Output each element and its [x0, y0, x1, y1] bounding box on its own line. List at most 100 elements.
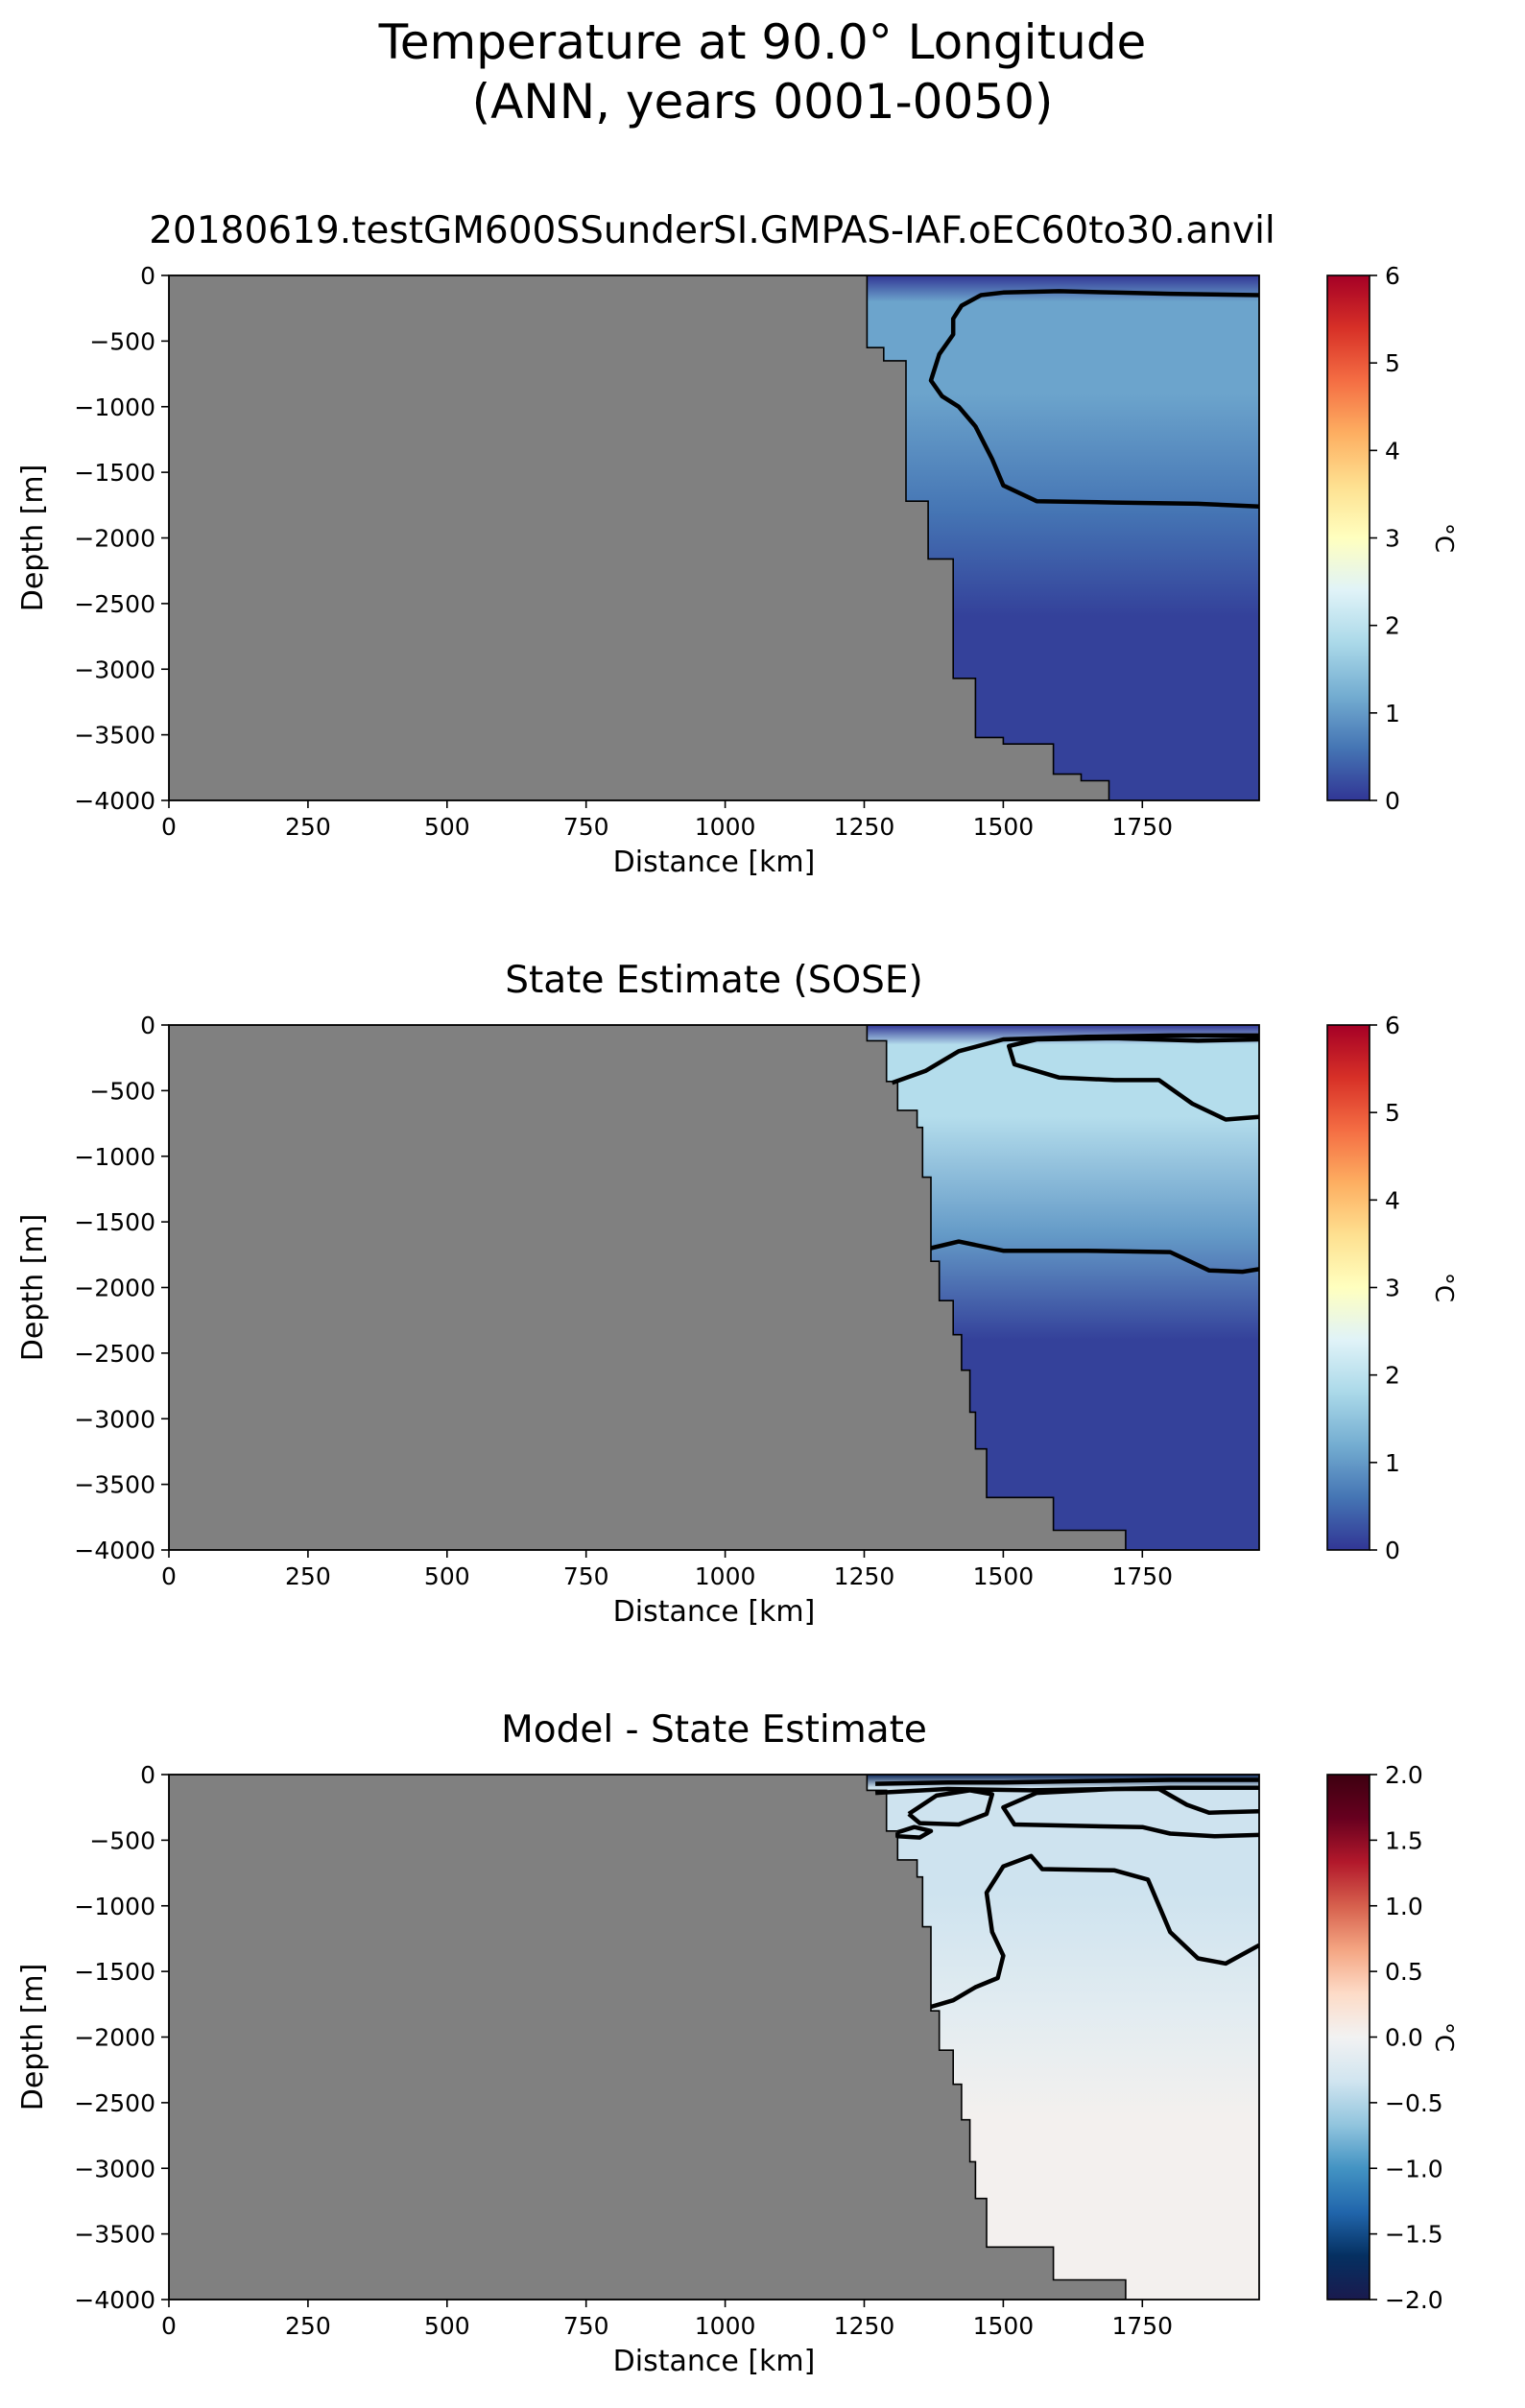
x-axis-label: Distance [km]	[613, 2345, 816, 2378]
colorbar-tick-label: 2	[1385, 612, 1400, 640]
x-tick-label: 0	[161, 813, 177, 841]
y-tick-label: −1500	[74, 1208, 155, 1236]
colorbar: −2.0 −1.5 −1.0 −0.5 0.0 0.5 1.0 1.5 2.0 °C	[1326, 1761, 1458, 2314]
y-tick-label: −3500	[74, 1471, 155, 1499]
y-tick-label: −4000	[74, 787, 155, 815]
y-tick-label: −1000	[74, 393, 155, 421]
x-tick-label: 1750	[1111, 813, 1173, 841]
colorbar-tick-label: −0.5	[1385, 2089, 1443, 2117]
y-tick-label: −500	[89, 327, 155, 355]
contour-line	[907, 1788, 995, 1827]
colorbar-tick-label: 1	[1385, 1449, 1400, 1477]
y-tick-label: −500	[89, 1077, 155, 1105]
contour-line	[1006, 1036, 1259, 1122]
colorbar-tick-label: −1.5	[1385, 2221, 1443, 2249]
x-tick-label: 1500	[973, 2312, 1035, 2340]
colorbar-tick-label: 1.5	[1385, 1826, 1423, 1854]
contour-line	[930, 1853, 1259, 2010]
x-tick-label: 1250	[834, 1562, 895, 1590]
x-tick-label: 0	[161, 1562, 177, 1590]
y-tick-label: −3500	[74, 722, 155, 750]
y-tick-label: −1000	[74, 1143, 155, 1171]
colorbar-tick-label: 0	[1385, 787, 1400, 815]
x-tick-label: 250	[285, 2312, 331, 2340]
y-tick-label: −3500	[74, 2221, 155, 2249]
panel-3: Model - State Estimate 0 250 500 750 1000 1250…	[16, 1708, 1458, 2378]
x-axis-label: Distance [km]	[613, 846, 816, 879]
contour-line	[1001, 1786, 1259, 1839]
colorbar-tick-label: 0.5	[1385, 1958, 1423, 1986]
x-tick-label: 1500	[973, 1562, 1035, 1590]
contour-line	[875, 1777, 1259, 1786]
colorbar-label: °C	[1429, 523, 1458, 553]
colorbar-tick-label: 2.0	[1385, 1761, 1423, 1789]
colorbar-tick-label: 0.0	[1385, 2024, 1423, 2052]
x-tick-label: 250	[285, 1562, 331, 1590]
colorbar-label: °C	[1429, 1273, 1458, 1302]
y-tick-label: −2000	[74, 1275, 155, 1302]
colorbar-tick-label: 3	[1385, 1275, 1400, 1302]
y-tick-label: −4000	[74, 2286, 155, 2314]
x-tick-label: 750	[563, 1562, 609, 1590]
x-tick-label: 0	[161, 2312, 177, 2340]
colorbar-tick-label: 1.0	[1385, 1893, 1423, 1920]
y-tick-label: −2500	[74, 590, 155, 618]
land-mask	[169, 275, 1110, 800]
colorbar-label: °C	[1429, 2022, 1458, 2052]
y-tick-label: −3000	[74, 2155, 155, 2182]
colorbar: 0 1 2 3 4 5 6 °C	[1326, 1012, 1458, 1564]
figure-title-line-1: Temperature at 90.0° Longitude	[378, 14, 1147, 70]
y-tick-label: 0	[140, 262, 155, 290]
figure-title-line-2: (ANN, years 0001-0050)	[471, 74, 1054, 130]
y-axis-label: Depth [m]	[16, 1214, 50, 1362]
x-tick-label: 1750	[1111, 1562, 1173, 1590]
x-tick-label: 1000	[695, 813, 756, 841]
x-tick-label: 1500	[973, 813, 1035, 841]
colorbar-tick-label: 1	[1385, 700, 1400, 727]
y-tick-label: −1500	[74, 1958, 155, 1986]
y-tick-label: −3000	[74, 656, 155, 683]
x-tick-label: 750	[563, 2312, 609, 2340]
x-tick-label: 500	[424, 2312, 470, 2340]
colorbar-scale	[1326, 274, 1370, 801]
x-tick-label: 1000	[695, 1562, 756, 1590]
panel-title: State Estimate (SOSE)	[505, 959, 923, 1002]
x-tick-label: 750	[563, 813, 609, 841]
x-axis-label: Distance [km]	[613, 1595, 816, 1629]
colorbar-tick-label: 5	[1385, 349, 1400, 377]
colorbar-tick-label: 0	[1385, 1537, 1400, 1564]
panel-2: State Estimate (SOSE)0 250 500 750 1000 1250 1…	[16, 959, 1458, 1629]
colorbar-scale	[1326, 1024, 1370, 1551]
colorbar-tick-label: 4	[1385, 1186, 1400, 1214]
colorbar-tick-label: 4	[1385, 437, 1400, 465]
panel-title: Model - State Estimate	[501, 1708, 927, 1752]
contour-line	[895, 1824, 934, 1840]
y-tick-label: −1000	[74, 1893, 155, 1920]
y-tick-label: −2000	[74, 525, 155, 553]
contour-line	[928, 289, 1259, 509]
y-tick-label: −2000	[74, 2024, 155, 2052]
colorbar-tick-label: 3	[1385, 525, 1400, 553]
y-tick-label: −500	[89, 1826, 155, 1854]
colorbar-tick-label: 6	[1385, 1012, 1400, 1039]
y-tick-label: 0	[140, 1012, 155, 1039]
panel-title: 20180619.testGM600SSunderSI.GMPAS-IAF.oE…	[149, 209, 1275, 252]
y-tick-label: −2500	[74, 2089, 155, 2117]
colorbar-tick-label: −2.0	[1385, 2286, 1443, 2314]
x-tick-label: 500	[424, 1562, 470, 1590]
colorbar-tick-label: 2	[1385, 1362, 1400, 1390]
y-axis-label: Depth [m]	[16, 465, 50, 612]
x-tick-label: 250	[285, 813, 331, 841]
x-tick-label: 1750	[1111, 2312, 1173, 2340]
contour-line	[930, 1239, 1259, 1275]
x-tick-label: 1000	[695, 2312, 756, 2340]
x-tick-label: 500	[424, 813, 470, 841]
colorbar-scale	[1326, 1774, 1370, 2301]
contour-line	[891, 1033, 1259, 1085]
y-tick-label: −1500	[74, 459, 155, 487]
x-tick-label: 1250	[834, 813, 895, 841]
colorbar-tick-label: 6	[1385, 262, 1400, 290]
colorbar-tick-label: 5	[1385, 1099, 1400, 1127]
y-tick-label: −2500	[74, 1340, 155, 1368]
